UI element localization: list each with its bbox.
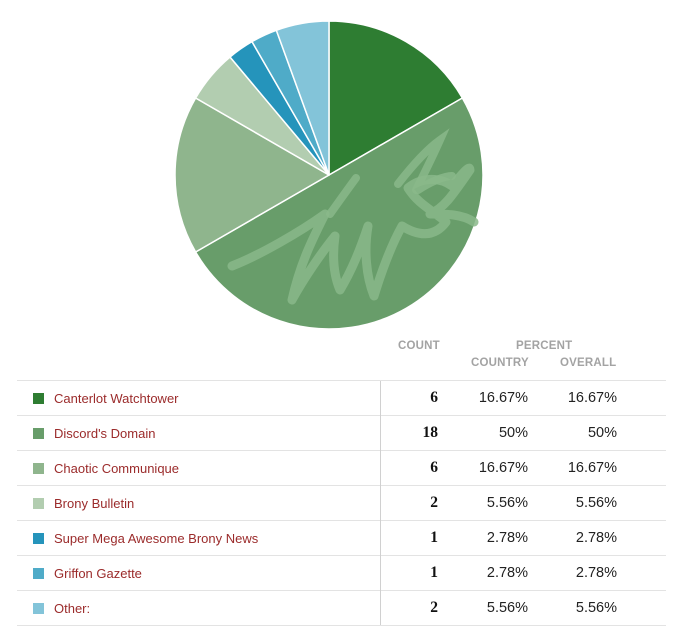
row-percent-overall: 16.67% xyxy=(528,380,617,416)
row-percent-overall: 2.78% xyxy=(528,520,617,556)
row-spacer xyxy=(617,380,666,416)
legend-swatch xyxy=(33,532,44,544)
row-spacer xyxy=(617,415,666,451)
row-percent-country: 50% xyxy=(439,415,528,451)
header-country: COUNTRY xyxy=(471,357,529,369)
row-name-cell: Griffon Gazette xyxy=(17,555,381,591)
row-count: 1 xyxy=(380,520,439,556)
legend-swatch xyxy=(33,427,44,439)
row-count: 18 xyxy=(380,415,439,451)
row-spacer xyxy=(617,590,666,626)
row-count: 2 xyxy=(380,590,439,626)
pie-slice-0 xyxy=(328,20,464,176)
row-percent-overall: 50% xyxy=(528,415,617,451)
row-spacer xyxy=(617,450,666,486)
row-percent-country: 16.67% xyxy=(439,380,528,416)
legend-swatch xyxy=(33,602,44,614)
row-percent-country: 16.67% xyxy=(439,450,528,486)
row-name-cell: Brony Bulletin xyxy=(17,485,381,521)
table-row: Chaotic Communique 6 16.67% 16.67% xyxy=(17,450,666,486)
pie-chart xyxy=(174,20,484,330)
row-spacer xyxy=(617,485,666,521)
row-name-link[interactable]: Discord's Domain xyxy=(54,425,156,441)
row-percent-country: 2.78% xyxy=(439,555,528,591)
row-percent-overall: 16.67% xyxy=(528,450,617,486)
row-count: 6 xyxy=(380,450,439,486)
row-count: 1 xyxy=(380,555,439,591)
legend-swatch xyxy=(33,392,44,404)
table-row: Other: 2 5.56% 5.56% xyxy=(17,590,666,626)
row-percent-country: 5.56% xyxy=(439,590,528,626)
table-row: Brony Bulletin 2 5.56% 5.56% xyxy=(17,485,666,521)
table-row: Griffon Gazette 1 2.78% 2.78% xyxy=(17,555,666,591)
squiggle-watermark-icon xyxy=(227,163,479,305)
row-name-cell: Canterlot Watchtower xyxy=(17,380,381,416)
row-name-link[interactable]: Chaotic Communique xyxy=(54,460,180,476)
row-percent-country: 5.56% xyxy=(439,485,528,521)
row-name-cell: Chaotic Communique xyxy=(17,450,381,486)
row-spacer xyxy=(617,520,666,556)
row-count: 2 xyxy=(380,485,439,521)
results-table: Canterlot Watchtower 6 16.67% 16.67% Discord… xyxy=(17,380,666,626)
row-spacer xyxy=(617,555,666,591)
pie-slice-1 xyxy=(194,97,484,330)
row-percent-overall: 5.56% xyxy=(528,485,617,521)
legend-swatch xyxy=(33,497,44,509)
legend-swatch xyxy=(33,567,44,579)
header-overall: OVERALL xyxy=(560,357,617,369)
header-count: COUNT xyxy=(398,340,440,352)
table-row: Discord's Domain 18 50% 50% xyxy=(17,415,666,451)
row-percent-overall: 2.78% xyxy=(528,555,617,591)
legend-swatch xyxy=(33,462,44,474)
row-name-link[interactable]: Super Mega Awesome Brony News xyxy=(54,530,259,546)
header-percent: PERCENT xyxy=(516,340,573,352)
row-name-cell: Super Mega Awesome Brony News xyxy=(17,520,381,556)
row-name-link[interactable]: Griffon Gazette xyxy=(54,565,142,581)
row-name-link[interactable]: Canterlot Watchtower xyxy=(54,390,179,406)
row-name-cell: Other: xyxy=(17,590,381,626)
squiggle-watermark-detail-icon xyxy=(326,128,456,218)
row-name-link[interactable]: Other: xyxy=(54,600,91,616)
pie-slice-2 xyxy=(174,97,330,253)
row-name-link[interactable]: Brony Bulletin xyxy=(54,495,135,511)
table-row: Super Mega Awesome Brony News 1 2.78% 2.78% xyxy=(17,520,666,556)
row-percent-overall: 5.56% xyxy=(528,590,617,626)
table-row: Canterlot Watchtower 6 16.67% 16.67% xyxy=(17,380,666,416)
row-percent-country: 2.78% xyxy=(439,520,528,556)
pie-slice-6 xyxy=(275,20,330,176)
row-name-cell: Discord's Domain xyxy=(17,415,381,451)
row-count: 6 xyxy=(380,380,439,416)
